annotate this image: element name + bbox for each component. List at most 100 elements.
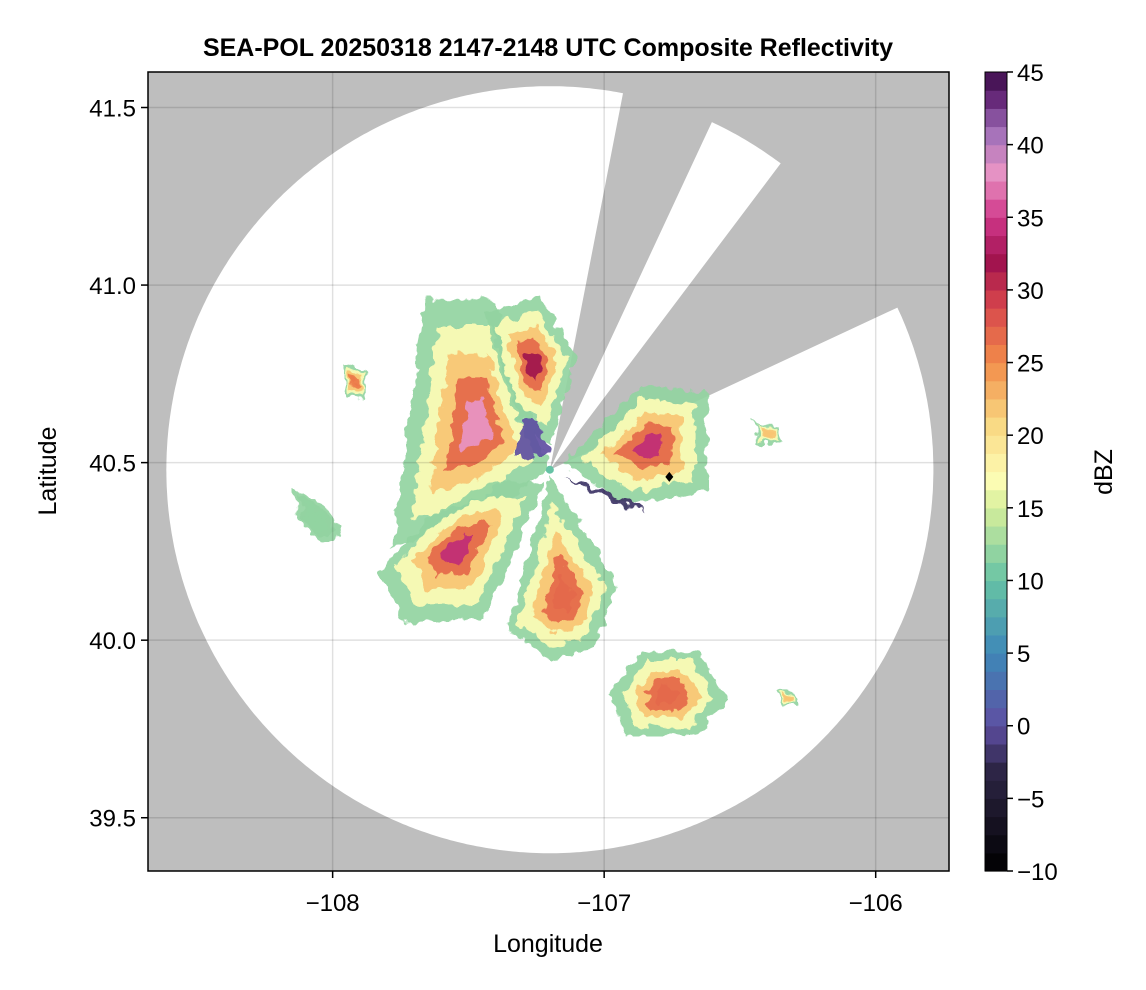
colorbar-tick-label: 0 bbox=[1017, 714, 1030, 741]
colorbar-segment bbox=[985, 417, 1007, 436]
y-tick-label: 39.5 bbox=[89, 806, 136, 833]
colorbar-segment bbox=[985, 616, 1007, 636]
storm-cell bbox=[506, 476, 618, 662]
colorbar-segment bbox=[985, 634, 1007, 654]
y-axis-label: Latitude bbox=[34, 427, 62, 516]
colorbar-label: dBZ bbox=[1090, 449, 1118, 495]
x-tick-label: −106 bbox=[849, 890, 903, 917]
point-marker bbox=[665, 471, 674, 482]
reflectivity-contour bbox=[632, 434, 661, 459]
colorbar-segment bbox=[985, 762, 1007, 781]
colorbar-segment bbox=[985, 362, 1007, 382]
colorbar-tick-label: 45 bbox=[1017, 60, 1044, 87]
y-tick-label: 40.0 bbox=[89, 628, 136, 655]
colorbar-segment bbox=[985, 489, 1007, 509]
colorbar-segment bbox=[985, 816, 1007, 836]
y-tick-label: 40.5 bbox=[89, 451, 136, 478]
colorbar-tick-label: −10 bbox=[1017, 859, 1058, 886]
colorbar-segment bbox=[985, 90, 1007, 109]
reflectivity-contour bbox=[786, 696, 791, 700]
reflectivity-contour bbox=[310, 511, 321, 524]
reflectivity-contour bbox=[352, 378, 358, 386]
colorbar-tick-label: 25 bbox=[1017, 351, 1044, 378]
colorbar-segment bbox=[985, 108, 1007, 128]
colorbar-segment bbox=[985, 289, 1007, 309]
colorbar-segment bbox=[985, 235, 1007, 255]
gridlines bbox=[148, 72, 949, 871]
storm-cell bbox=[563, 476, 645, 513]
x-tick-label: −108 bbox=[306, 890, 360, 917]
reflectivity-contour bbox=[764, 430, 771, 436]
colorbar-segment bbox=[985, 453, 1007, 473]
storm-cell bbox=[514, 420, 550, 456]
colorbar-segment bbox=[985, 580, 1007, 600]
chart-title: SEA-POL 20250318 2147-2148 UTC Composite… bbox=[203, 34, 893, 62]
storm-cell bbox=[777, 689, 800, 708]
radar-site-marker bbox=[545, 465, 554, 474]
colorbar-segment bbox=[985, 435, 1007, 454]
colorbar-segment bbox=[985, 707, 1007, 727]
colorbar-segment bbox=[985, 743, 1007, 763]
colorbar-tick-label: 35 bbox=[1017, 205, 1044, 232]
storm-cell bbox=[484, 295, 577, 445]
colorbar-segment bbox=[985, 308, 1007, 327]
colorbar-tick-label: 15 bbox=[1017, 496, 1044, 523]
colorbar-segment bbox=[985, 380, 1007, 400]
reflectivity-contour bbox=[552, 575, 575, 613]
colorbar-segment bbox=[985, 162, 1007, 182]
plot-frame bbox=[147, 71, 950, 872]
reflectivity-contour bbox=[655, 685, 679, 703]
colorbar-segment bbox=[985, 398, 1007, 418]
storm-cell bbox=[291, 487, 341, 545]
colorbar-segment bbox=[985, 471, 1007, 491]
colorbar-segment bbox=[985, 217, 1007, 237]
colorbar-segment bbox=[985, 253, 1007, 273]
reflectivity-contour bbox=[461, 400, 493, 450]
y-tick-label: 41.0 bbox=[89, 273, 136, 300]
plot-area bbox=[148, 72, 949, 871]
colorbar-segment bbox=[985, 507, 1007, 527]
colorbar-segment bbox=[985, 689, 1007, 709]
colorbar-segment bbox=[985, 344, 1007, 364]
colorbar-tick-label: 10 bbox=[1017, 568, 1044, 595]
colorbar-segment bbox=[985, 180, 1007, 200]
storm-cell bbox=[609, 650, 727, 737]
storm-cell bbox=[378, 480, 545, 623]
reflectivity-contour bbox=[522, 350, 542, 381]
reflectivity-contour bbox=[563, 476, 645, 513]
colorbar-segment bbox=[985, 562, 1007, 582]
colorbar-segment bbox=[985, 852, 1007, 872]
colorbar-segment bbox=[985, 544, 1007, 563]
colorbar-segment bbox=[985, 653, 1007, 672]
x-axis-ticks: −108 −107 −106 bbox=[306, 871, 903, 917]
reflectivity-contour bbox=[514, 420, 550, 456]
colorbar-tick-label: 30 bbox=[1017, 278, 1044, 305]
colorbar-tick-label: −5 bbox=[1017, 786, 1044, 813]
colorbar-tick-label: 40 bbox=[1017, 133, 1044, 160]
reflectivity-contour bbox=[441, 534, 475, 563]
colorbar-segment bbox=[985, 798, 1007, 818]
colorbar-tick-label: 20 bbox=[1017, 423, 1044, 450]
colorbar-segment bbox=[985, 525, 1007, 545]
storm-cell bbox=[753, 420, 784, 445]
colorbar-segment bbox=[985, 126, 1007, 146]
colorbar-segment bbox=[985, 199, 1007, 218]
colorbar: −10 −5 0 5 10 15 20 25 30 35 40 45 bbox=[984, 60, 1058, 886]
x-tick-label: −107 bbox=[577, 890, 631, 917]
colorbar-tick-label: 5 bbox=[1017, 641, 1030, 668]
colorbar-segment bbox=[985, 598, 1007, 618]
markers-layer bbox=[545, 465, 674, 482]
colorbar-frame bbox=[984, 71, 1008, 872]
y-axis-ticks: 39.5 40.0 40.5 41.0 41.5 bbox=[89, 96, 148, 833]
colorbar-segment bbox=[985, 671, 1007, 691]
colorbar-segment bbox=[985, 725, 1007, 745]
y-tick-label: 41.5 bbox=[89, 96, 136, 123]
colorbar-segment bbox=[985, 780, 1007, 799]
x-axis-label: Longitude bbox=[493, 930, 603, 958]
storm-cell bbox=[343, 363, 366, 399]
colorbar-segment bbox=[985, 326, 1007, 345]
colorbar-segment bbox=[985, 834, 1007, 854]
colorbar-segment bbox=[985, 72, 1007, 91]
colorbar-segment bbox=[985, 271, 1007, 291]
